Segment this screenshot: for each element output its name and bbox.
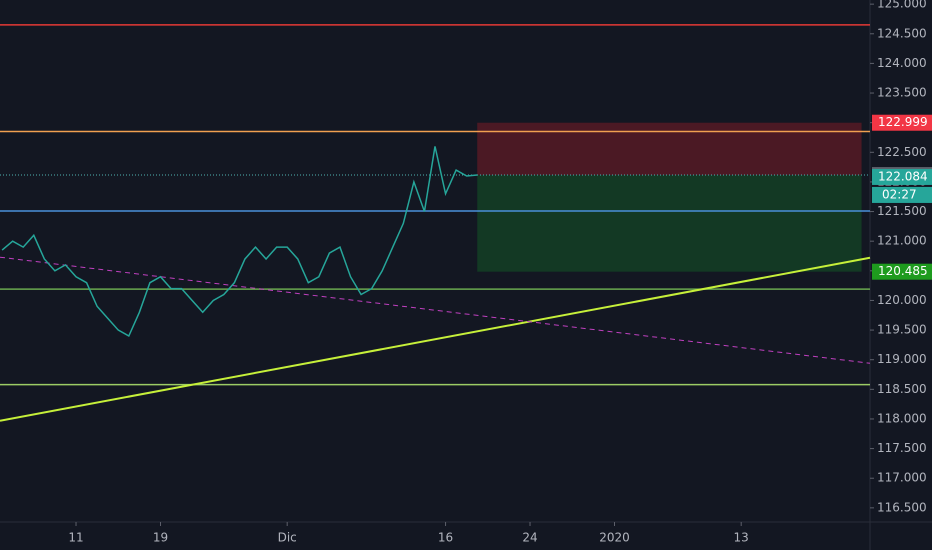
countdown: 02:27 [882,187,917,201]
x-tick-label: Dic [278,531,297,545]
y-tick-label: 121.500 [877,204,927,218]
x-tick-label: 13 [734,531,749,545]
target-zone [477,175,862,272]
y-tick-label: 121.000 [877,234,927,248]
price-tag [872,168,932,185]
stop-zone [477,122,862,176]
price-tag-label: 122.999 [878,115,928,129]
y-tick-label: 116.500 [877,500,927,514]
y-tick-label: 122.500 [877,145,927,159]
countdown-tag [872,186,932,203]
price-tag-label: 120.485 [878,264,928,278]
price-tag [872,114,932,131]
y-tick-label: 120.000 [877,293,927,307]
y-tick-label: 123.500 [877,86,927,100]
trendline [0,256,871,422]
y-tick-label: 119.500 [877,323,927,337]
price-tag-label: 122.084 [878,169,928,183]
price-line [1,146,478,338]
y-tick-label: 124.500 [877,26,927,40]
price-tag [872,263,932,280]
y-tick-label: 118.500 [877,382,927,396]
y-tick-label: 117.000 [877,471,927,485]
y-tick-label: 117.500 [877,441,927,455]
trendline [0,256,871,364]
y-tick-label: 124.000 [877,56,927,70]
x-tick-label: 16 [438,531,453,545]
x-tick-label: 11 [68,531,83,545]
x-tick-label: 2020 [599,531,630,545]
x-tick-label: 24 [522,531,537,545]
x-tick-label: 19 [153,531,168,545]
y-tick-label: 125.000 [877,0,927,11]
y-tick-label: 119.000 [877,352,927,366]
y-tick-label: 118.000 [877,411,927,425]
